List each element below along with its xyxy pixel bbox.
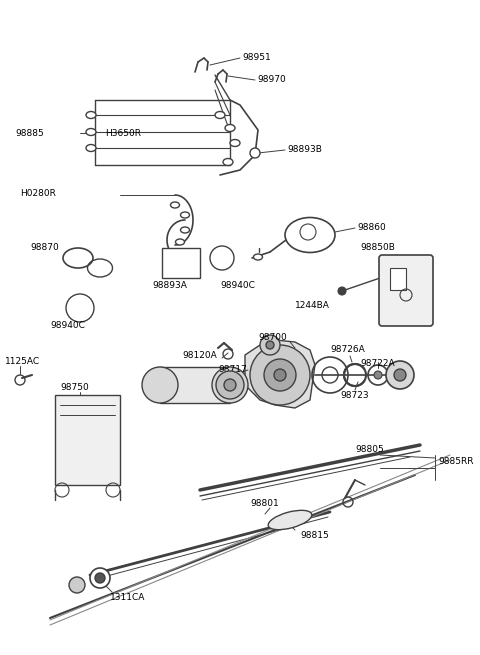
Text: 98750: 98750: [60, 383, 89, 392]
Text: 98870: 98870: [30, 244, 59, 252]
Circle shape: [394, 369, 406, 381]
Text: 98860: 98860: [357, 223, 386, 233]
Circle shape: [374, 371, 382, 379]
Text: 98951: 98951: [242, 52, 271, 62]
Text: 98801: 98801: [250, 498, 279, 508]
Ellipse shape: [86, 128, 96, 136]
Ellipse shape: [223, 159, 233, 166]
Circle shape: [250, 345, 310, 405]
Ellipse shape: [86, 145, 96, 151]
Ellipse shape: [215, 111, 225, 119]
Text: 98815: 98815: [300, 531, 329, 540]
Text: 98850B: 98850B: [360, 244, 395, 252]
Text: 1125AC: 1125AC: [5, 358, 40, 367]
Text: 98893A: 98893A: [152, 280, 187, 290]
Text: 98893B: 98893B: [287, 145, 322, 155]
Circle shape: [274, 369, 286, 381]
Text: 98120A: 98120A: [182, 352, 217, 360]
Bar: [55, 395, 120, 485]
Circle shape: [212, 367, 248, 403]
Ellipse shape: [180, 227, 190, 233]
Text: 98970: 98970: [257, 75, 286, 83]
Circle shape: [260, 335, 280, 355]
Ellipse shape: [180, 212, 190, 218]
Circle shape: [90, 568, 110, 588]
Circle shape: [142, 367, 178, 403]
Circle shape: [264, 359, 296, 391]
Text: 98700: 98700: [258, 333, 287, 343]
Text: 98885: 98885: [15, 128, 44, 138]
Circle shape: [69, 577, 85, 593]
Text: 98726A: 98726A: [330, 345, 365, 354]
FancyBboxPatch shape: [379, 255, 433, 326]
Text: 98940C: 98940C: [220, 280, 255, 290]
Text: 98723: 98723: [340, 390, 369, 400]
Circle shape: [216, 371, 244, 399]
Ellipse shape: [86, 111, 96, 119]
Text: H3650R: H3650R: [105, 128, 141, 138]
Text: 98717: 98717: [218, 365, 247, 375]
Bar: [162, 248, 200, 278]
Text: 1311CA: 1311CA: [110, 593, 145, 603]
Text: 98940C: 98940C: [50, 320, 85, 329]
Ellipse shape: [225, 124, 235, 132]
Circle shape: [95, 573, 105, 583]
Bar: [390, 268, 406, 290]
Bar: [160, 367, 230, 403]
Ellipse shape: [170, 202, 180, 208]
Text: 98805: 98805: [355, 445, 384, 455]
Circle shape: [266, 341, 274, 349]
Circle shape: [250, 148, 260, 158]
Ellipse shape: [176, 239, 184, 245]
Ellipse shape: [268, 510, 312, 530]
Ellipse shape: [230, 140, 240, 147]
Text: 98722A: 98722A: [360, 360, 395, 369]
Circle shape: [386, 361, 414, 389]
Text: H0280R: H0280R: [20, 189, 56, 198]
Text: 1244BA: 1244BA: [295, 301, 330, 310]
Circle shape: [338, 287, 346, 295]
Polygon shape: [245, 340, 315, 408]
Text: 9885RR: 9885RR: [438, 457, 473, 466]
Circle shape: [224, 379, 236, 391]
Ellipse shape: [253, 254, 263, 260]
